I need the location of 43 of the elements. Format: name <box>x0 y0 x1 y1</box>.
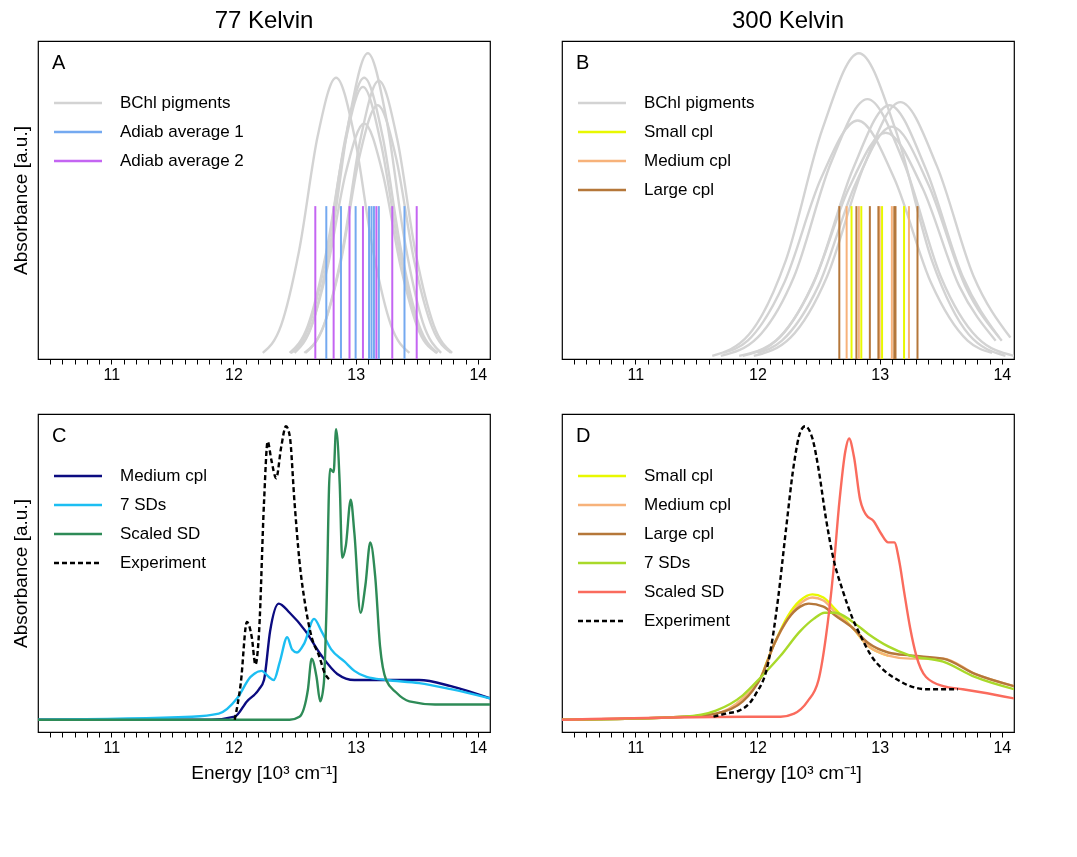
legend-label: Experiment <box>120 553 207 572</box>
x-tick-label: 11 <box>103 365 121 383</box>
legend-label: Small cpl <box>644 122 713 141</box>
x-tick-label: 14 <box>469 365 488 383</box>
annotation: D <box>576 424 591 446</box>
x-tick-label: 13 <box>871 365 890 383</box>
x-axis-title: Energy [10³ cm⁻¹] <box>191 761 338 783</box>
legend-label: BChl pigments <box>644 93 755 112</box>
legend-label: BChl pigments <box>120 93 231 112</box>
x-tick-label: 12 <box>225 738 243 756</box>
x-tick-label: 14 <box>993 365 1012 383</box>
x-tick-label: 12 <box>749 365 767 383</box>
x-axis-title: Energy [10³ cm⁻¹] <box>715 761 862 783</box>
x-tick-label: 13 <box>347 365 366 383</box>
annotation: A <box>52 51 66 73</box>
legend-label: Large cpl <box>644 524 714 543</box>
legend-label: Large cpl <box>644 180 714 199</box>
legend-label: 7 SDs <box>644 553 691 572</box>
y-axis-title: Absorbance [a.u.] <box>9 126 31 275</box>
annotation: C <box>52 424 67 446</box>
legend-label: Medium cpl <box>644 151 731 170</box>
legend-label: Scaled SD <box>120 524 201 543</box>
x-tick-label: 11 <box>627 738 645 756</box>
x-tick-label: 12 <box>749 738 767 756</box>
x-tick-label: 13 <box>347 738 366 756</box>
legend-label: Small cpl <box>644 466 713 485</box>
chart-title: 77 Kelvin <box>214 6 314 33</box>
x-tick-label: 11 <box>103 738 121 756</box>
legend-label: Scaled SD <box>644 582 725 601</box>
x-tick-label: 14 <box>469 738 488 756</box>
legend-label: 7 SDs <box>120 495 167 514</box>
annotation: B <box>576 51 590 73</box>
legend-label: Medium cpl <box>644 495 731 514</box>
x-tick-label: 14 <box>993 738 1012 756</box>
legend-label: Medium cpl <box>120 466 207 485</box>
legend-label: Experiment <box>644 611 731 630</box>
x-tick-label: 13 <box>871 738 890 756</box>
y-axis-title: Absorbance [a.u.] <box>9 499 31 648</box>
legend-label: Adiab average 1 <box>120 122 244 141</box>
legend-label: Adiab average 2 <box>120 151 244 170</box>
x-tick-label: 12 <box>225 365 243 383</box>
x-tick-label: 11 <box>627 365 645 383</box>
chart-title: 300 Kelvin <box>731 6 845 33</box>
